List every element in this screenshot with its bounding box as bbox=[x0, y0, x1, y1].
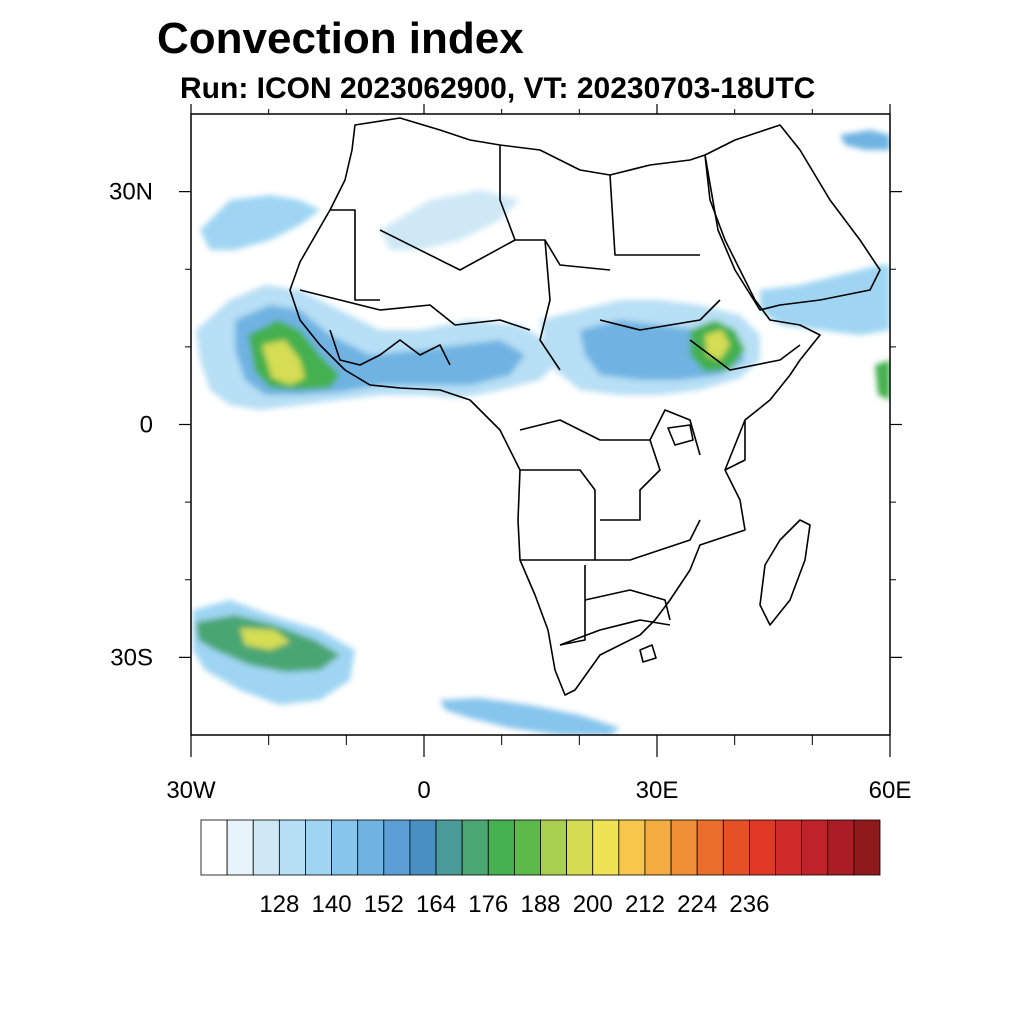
border-sahel-west bbox=[299, 289, 456, 326]
colorbar-label: 164 bbox=[416, 891, 456, 918]
border-south-africa bbox=[559, 619, 671, 646]
colorbar-label: 140 bbox=[312, 891, 352, 918]
convection-india-edge bbox=[875, 360, 890, 400]
border-kenya-somalia bbox=[724, 420, 746, 471]
colorbar-swatch bbox=[278, 819, 306, 876]
colorbar-swatch bbox=[540, 819, 568, 876]
colorbar-swatch bbox=[487, 819, 515, 876]
border-algeria-libya bbox=[499, 145, 516, 241]
colorbar-labels: 128 140 152 164 176 188 200 212 224 236 bbox=[259, 891, 769, 918]
border-namibia-botswana bbox=[559, 565, 586, 646]
x-tick-label: 0 bbox=[417, 777, 430, 804]
colorbar-swatch bbox=[827, 819, 855, 876]
colorbar-swatch bbox=[749, 819, 776, 876]
border-ethiopia bbox=[689, 339, 801, 371]
border-botswana-zimbabwe bbox=[584, 589, 671, 621]
colorbar-label: 176 bbox=[468, 891, 508, 918]
border-chad-sudan bbox=[539, 239, 561, 371]
colorbar-swatch bbox=[357, 819, 385, 876]
border-west-sahara bbox=[330, 209, 380, 301]
madagascar-coastline bbox=[759, 519, 811, 626]
colorbar-label: 152 bbox=[364, 891, 404, 918]
lesotho bbox=[639, 644, 657, 663]
x-tick-label: 30E bbox=[636, 777, 679, 804]
colorbar-swatch bbox=[252, 819, 280, 876]
x-tick-label: 60E bbox=[869, 777, 912, 804]
convection-field bbox=[193, 130, 890, 735]
colorbar-swatch bbox=[775, 819, 803, 876]
colorbar-label: 188 bbox=[520, 891, 560, 918]
convection-sahara-wisps bbox=[380, 190, 520, 250]
colorbar-swatch bbox=[461, 819, 489, 876]
coastlines-and-borders bbox=[289, 117, 881, 696]
x-tick-label: 30W bbox=[166, 777, 216, 804]
convection-arabian-light bbox=[760, 265, 890, 335]
y-tick-label: 30S bbox=[110, 644, 153, 671]
colorbar-swatch bbox=[644, 819, 672, 876]
convection-atlantic-north bbox=[200, 195, 320, 250]
colorbar-label: 224 bbox=[677, 891, 717, 918]
axis-ticks bbox=[179, 104, 902, 757]
colorbar-label: 236 bbox=[729, 891, 769, 918]
colorbar-swatch bbox=[853, 819, 881, 876]
y-tick-label: 30N bbox=[109, 179, 153, 206]
y-tick-label: 0 bbox=[140, 412, 153, 439]
colorbar-swatch bbox=[696, 819, 724, 876]
border-sudan-south bbox=[599, 299, 721, 331]
lake-victoria bbox=[667, 424, 694, 446]
colorbar-swatch bbox=[592, 819, 620, 876]
colorbar-swatch bbox=[200, 819, 228, 876]
convection-middle-east bbox=[840, 130, 890, 150]
colorbar-swatch bbox=[513, 819, 541, 876]
colorbar-swatch bbox=[226, 819, 254, 876]
chart-subtitle: Run: ICON 2023062900, VT: 20230703-18UTC bbox=[180, 72, 816, 105]
border-zambia bbox=[595, 519, 701, 561]
border-libya-egypt bbox=[609, 174, 700, 256]
border-drc bbox=[519, 419, 661, 521]
colorbar-swatch bbox=[305, 819, 332, 876]
convection-west-africa-peak bbox=[262, 340, 305, 385]
border-mali-algeria bbox=[379, 229, 611, 271]
colorbar-label: 212 bbox=[625, 891, 665, 918]
convection-south-atlantic-peak bbox=[240, 628, 290, 650]
convection-ethiopia-peak bbox=[705, 330, 730, 360]
convection-southern-band bbox=[440, 698, 620, 735]
colorbar-swatch bbox=[435, 819, 463, 876]
arabia-coastline bbox=[704, 124, 881, 311]
colorbar-label: 128 bbox=[259, 891, 299, 918]
chart-title: Convection index bbox=[157, 14, 524, 63]
colorbar bbox=[200, 819, 881, 876]
colorbar-swatch bbox=[566, 819, 594, 876]
colorbar-swatch bbox=[383, 819, 411, 876]
border-west-coast-states bbox=[329, 329, 451, 366]
colorbar-swatch bbox=[722, 819, 750, 876]
colorbar-swatch bbox=[331, 819, 359, 876]
africa-coastline bbox=[289, 117, 821, 696]
axis-labels: 30N 0 30S 30W 0 30E 60E bbox=[109, 179, 911, 804]
colorbar-swatch bbox=[670, 819, 698, 876]
border-angola bbox=[520, 469, 596, 561]
colorbar-swatch bbox=[801, 819, 829, 876]
colorbar-label: 200 bbox=[573, 891, 613, 918]
border-niger-nigeria bbox=[454, 319, 531, 331]
border-drc-east bbox=[649, 409, 701, 456]
colorbar-swatch bbox=[409, 819, 437, 876]
colorbar-swatch bbox=[618, 819, 646, 876]
